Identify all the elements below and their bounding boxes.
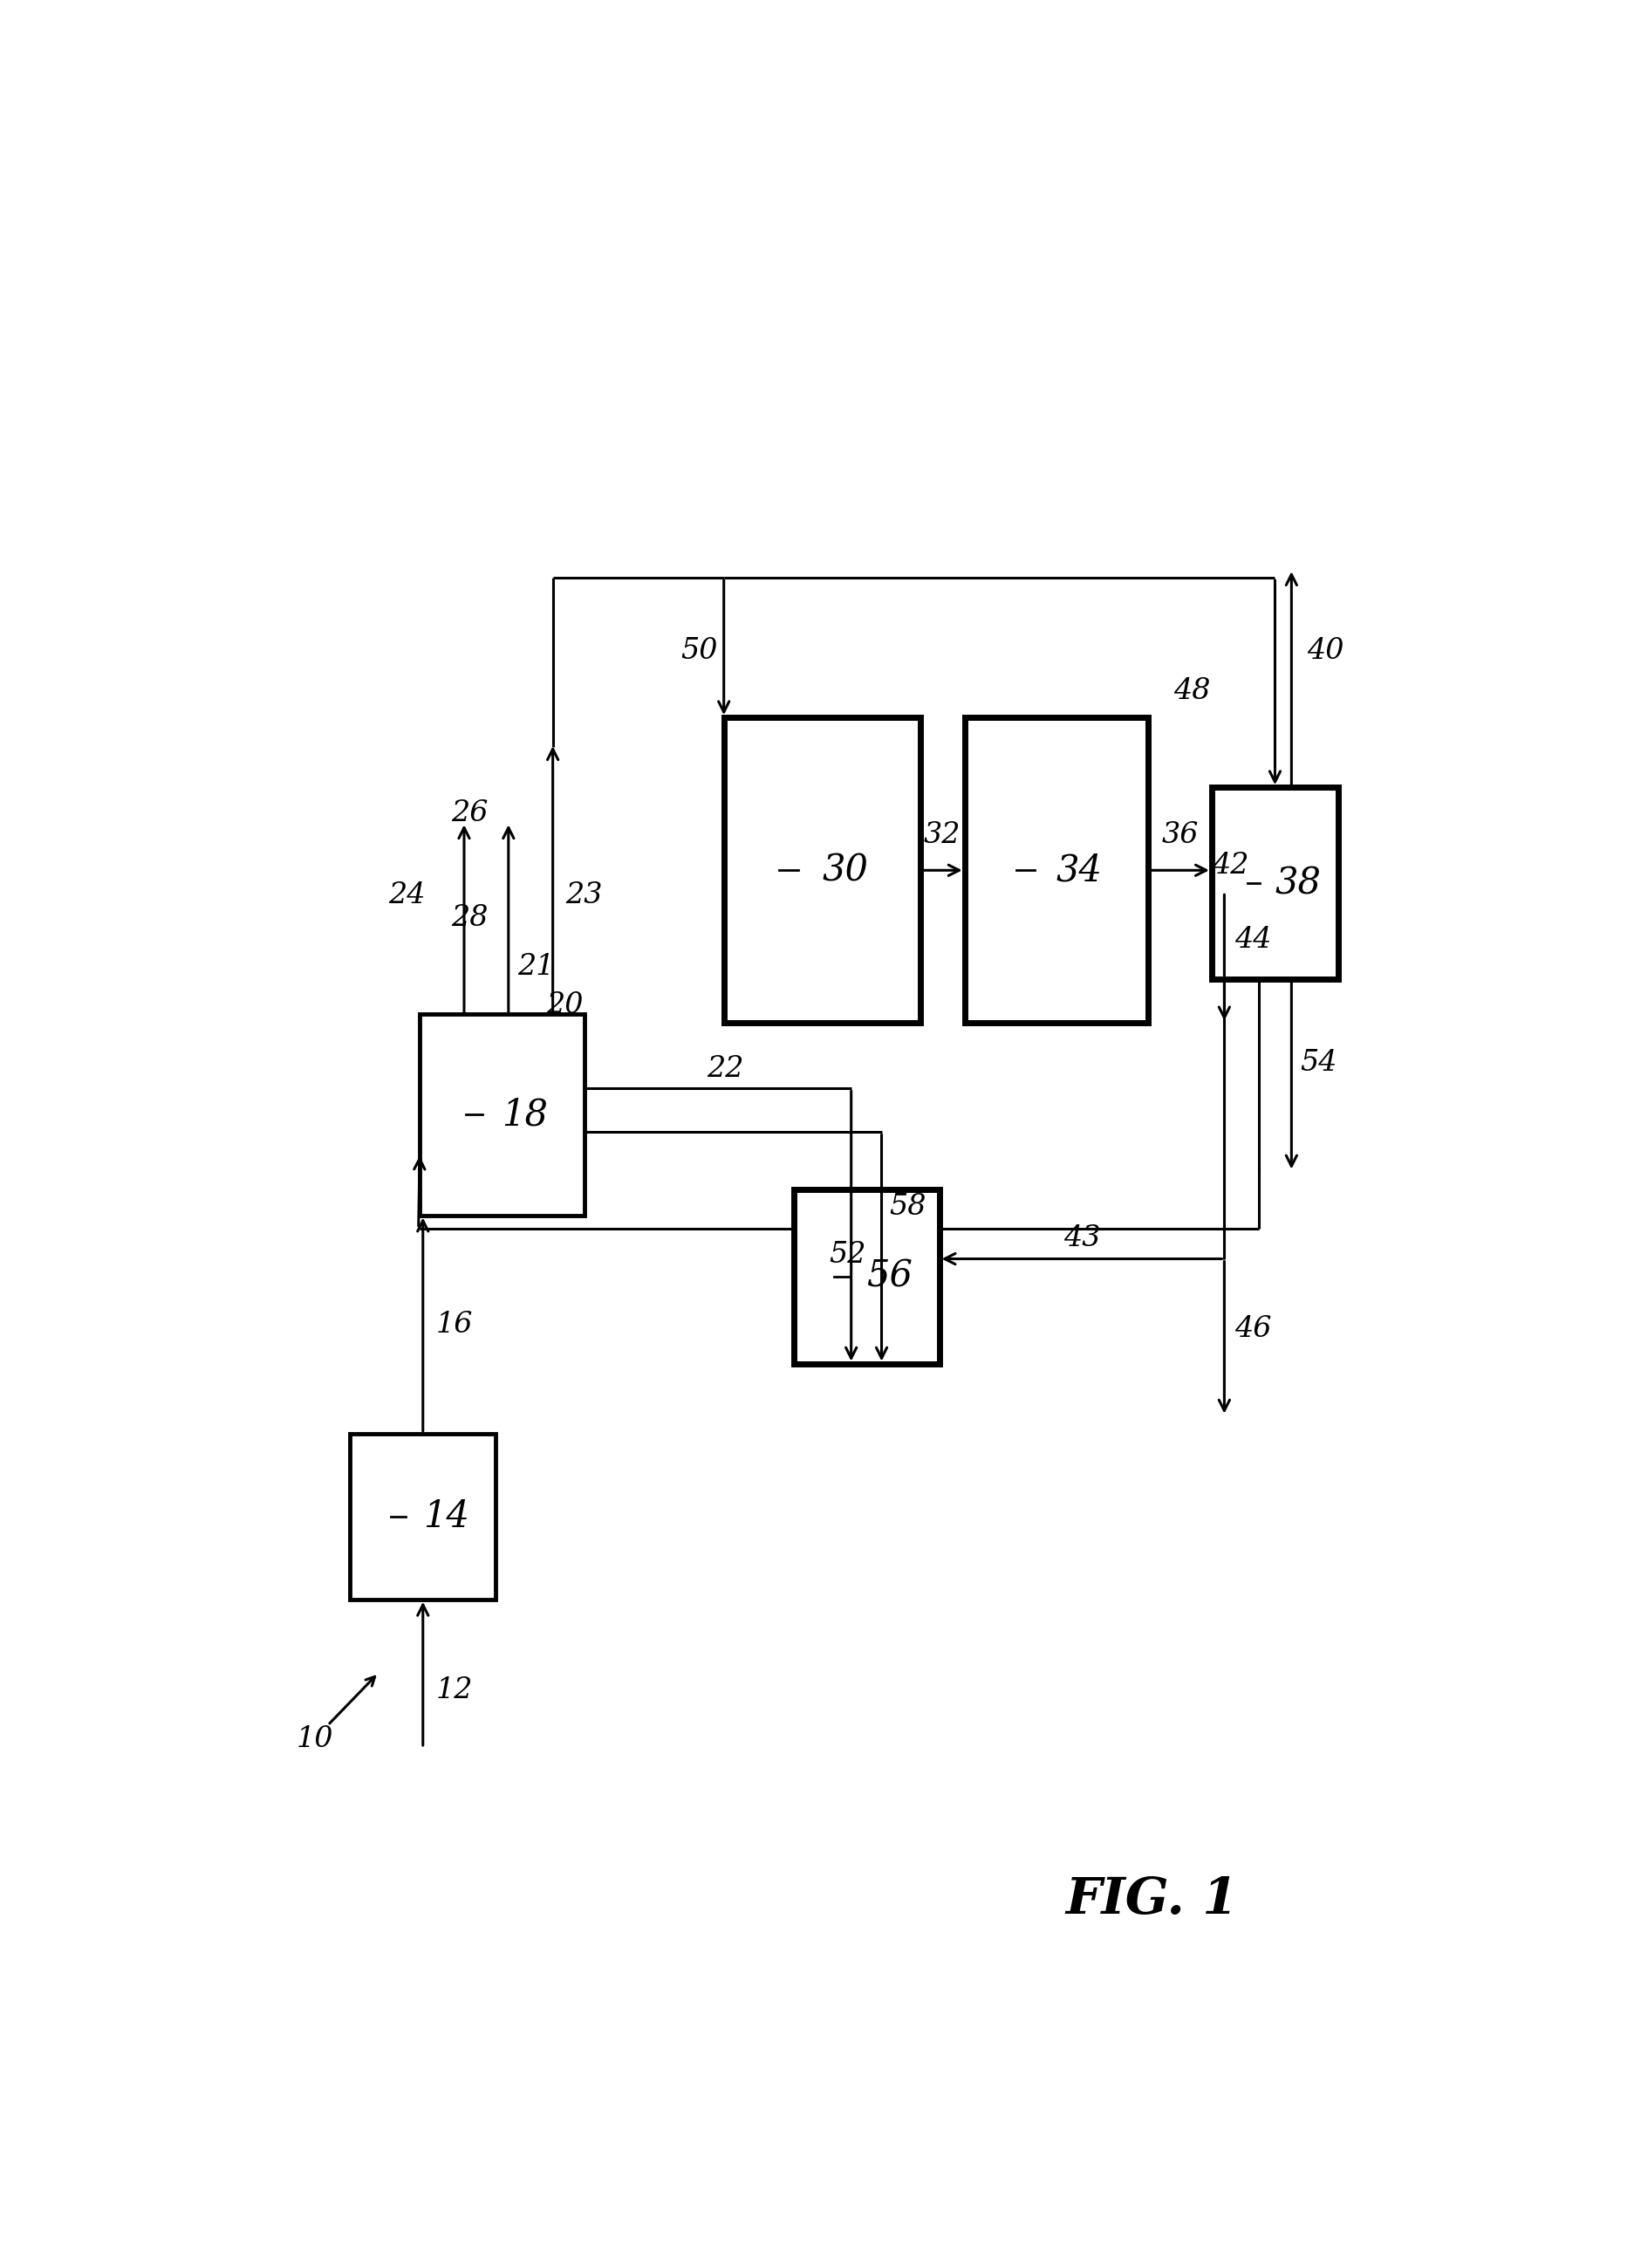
Text: 34: 34 — [1056, 853, 1101, 889]
Text: 54: 54 — [1299, 1050, 1337, 1077]
Bar — [350, 1433, 495, 1599]
Text: 24: 24 — [387, 882, 425, 909]
Bar — [1211, 787, 1338, 980]
Text: 56: 56 — [866, 1259, 912, 1295]
Text: 26: 26 — [451, 801, 489, 828]
Text: 14: 14 — [423, 1499, 469, 1535]
Text: FIG. 1: FIG. 1 — [1065, 1876, 1239, 1926]
Text: 48: 48 — [1173, 678, 1211, 705]
Text: 30: 30 — [822, 853, 868, 889]
Text: 46: 46 — [1234, 1315, 1271, 1343]
Text: 16: 16 — [435, 1311, 472, 1338]
Text: 43: 43 — [1062, 1225, 1100, 1252]
Text: 50: 50 — [680, 637, 717, 665]
Text: 10: 10 — [296, 1726, 333, 1753]
Bar — [724, 717, 920, 1023]
Text: 36: 36 — [1160, 821, 1198, 848]
Text: 38: 38 — [1275, 864, 1320, 903]
Text: 58: 58 — [889, 1193, 926, 1220]
Text: 18: 18 — [502, 1095, 547, 1134]
Text: 12: 12 — [435, 1676, 472, 1703]
Text: 20: 20 — [546, 991, 583, 1021]
Text: 23: 23 — [565, 882, 603, 909]
Bar — [420, 1014, 585, 1216]
Text: 32: 32 — [923, 821, 961, 848]
Text: 28: 28 — [451, 905, 489, 932]
Text: 44: 44 — [1234, 925, 1271, 955]
Bar — [964, 717, 1147, 1023]
Text: 40: 40 — [1306, 637, 1343, 665]
Text: 22: 22 — [706, 1055, 743, 1084]
Text: 21: 21 — [516, 953, 554, 982]
Bar — [792, 1188, 938, 1363]
Text: 42: 42 — [1211, 853, 1248, 880]
Text: 52: 52 — [828, 1241, 866, 1268]
